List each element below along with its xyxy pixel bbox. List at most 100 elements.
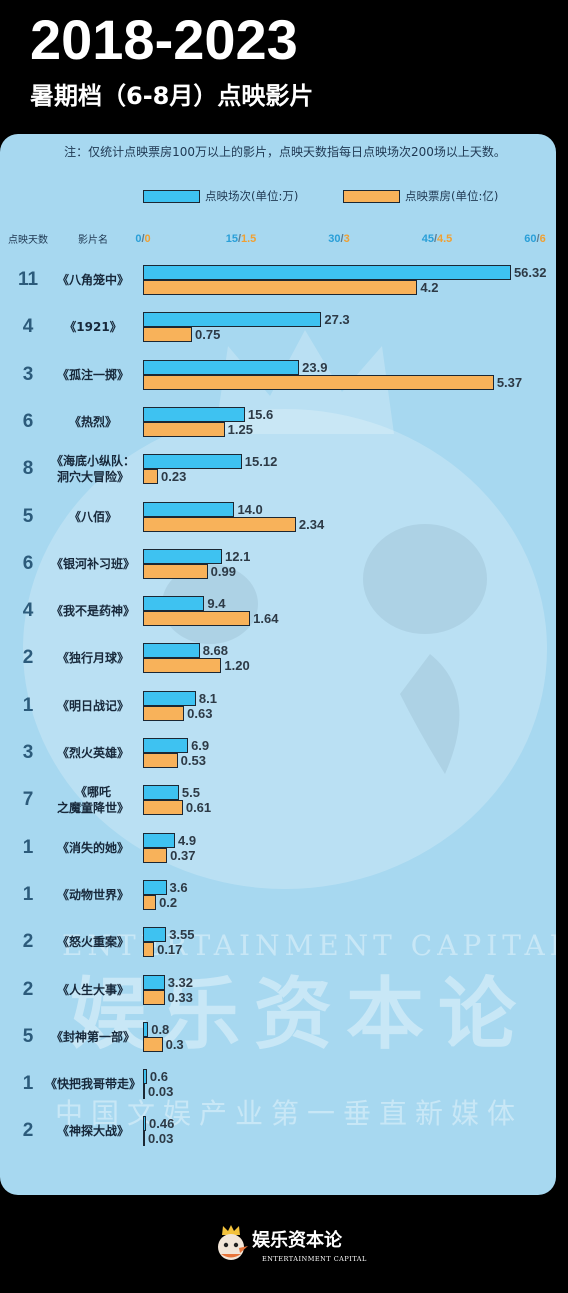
boxoffice-bar [143,753,178,768]
page-subtitle: 暑期档（6-8月）点映影片 [30,82,314,110]
boxoffice-value-label: 0.75 [195,327,221,343]
days-label: 5 [22,505,34,527]
chart-row: 2 《人生大事》 3.32 0.33 [0,966,556,1014]
boxoffice-value-label: 1.20 [224,658,250,674]
screenings-bar [143,359,300,375]
boxoffice-bar [143,989,165,1005]
screenings-value-label: 4.9 [178,832,197,848]
page-title: 2018-2023 [30,8,298,71]
days-label: 6 [22,552,34,574]
days-label: 5 [22,1025,34,1047]
screenings-bar [143,1069,147,1085]
boxoffice-value-label: 0.3 [165,1036,184,1052]
screenings-value-label: 9.4 [207,596,226,612]
chart-panel: ENTERTAINMENT CAPITAL 娱乐资本论 中国文娱产业第一垂直新媒… [0,134,556,1195]
boxoffice-value-label: 4.2 [420,280,439,295]
chart-row: 6 《银河补习班》 12.1 0.99 [0,540,556,588]
film-name-label: 《动物世界》 [56,887,129,902]
film-name-label: 《银河补习班》 [50,556,135,571]
days-label: 8 [22,458,34,480]
film-name-label: 《怒火重案》 [56,935,129,950]
boxoffice-bar [143,847,168,863]
screenings-value-label: 56.32 [513,265,547,280]
legend-swatch-screenings [143,190,200,203]
chart-row: 1 《明日战记》 8.1 0.63 [0,682,556,730]
chart-row: 11 《八角笼中》 56.32 4.2 [0,256,556,304]
film-name-label: 《哪吒 之魔童降世》 [56,785,129,816]
boxoffice-value-label: 0.2 [159,894,178,910]
days-label: 1 [22,1073,34,1095]
screenings-bar [143,832,175,848]
footer-logo-en: ENTERTAINMENT CAPITAL [262,1255,367,1263]
screenings-bar [143,596,205,612]
screenings-value-label: 5.5 [181,785,200,801]
days-label: 6 [22,410,34,432]
film-name-label: 《八佰》 [68,509,117,524]
screenings-bar [143,1021,149,1037]
screenings-bar [143,643,200,659]
screenings-value-label: 8.1 [198,690,217,706]
screenings-bar [143,974,165,990]
chart-note: 注：仅统计点映票房100万以上的影片，点映天数指每日点映场次200场以上天数。 [64,145,506,159]
film-name-label: 《消失的她》 [56,840,129,855]
chart-row: 6 《热烈》 15.6 1.25 [0,398,556,446]
boxoffice-value-label: 0.03 [148,1131,174,1147]
days-label: 2 [22,978,34,1000]
boxoffice-bar [143,800,183,816]
boxoffice-value-label: 1.25 [227,421,253,437]
days-label: 2 [22,647,34,669]
x-tick-boxoffice: 6 [539,233,546,245]
boxoffice-value-label: 0.37 [170,847,196,863]
x-tick-boxoffice: 4.5 [437,233,453,245]
screenings-value-label: 0.6 [149,1069,168,1085]
screenings-value-label: 14.0 [237,501,263,517]
chart-row: 4 《我不是药神》 9.4 1.64 [0,587,556,635]
x-tick-label: 15/1.5 [226,232,257,247]
days-label: 11 [17,269,39,290]
screenings-value-label: 3.32 [167,974,193,990]
x-tick-screenings: 30 [328,233,341,245]
screenings-value-label: 15.6 [247,406,274,422]
boxoffice-value-label: 5.37 [496,374,523,390]
boxoffice-value-label: 2.34 [298,516,325,532]
days-label: 4 [22,600,34,622]
chart-row: 4 《1921》 27.3 0.75 [0,303,556,351]
x-tick-screenings: 60 [524,233,537,245]
x-tick-boxoffice: 3 [343,233,350,245]
chart-row: 1 《消失的她》 4.9 0.37 [0,824,556,872]
chart-row: 2 《独行月球》 8.68 1.20 [0,634,556,682]
boxoffice-bar [143,1084,145,1100]
screenings-value-label: 6.9 [191,738,210,753]
x-tick-separator: / [141,233,145,245]
chart-row: 5 《封神第一部》 0.8 0.3 [0,1013,556,1061]
boxoffice-value-label: 0.33 [167,989,193,1005]
boxoffice-bar [143,516,296,532]
days-label: 2 [22,1120,34,1142]
boxoffice-bar [143,421,225,437]
boxoffice-bar [143,374,494,390]
boxoffice-value-label: 0.61 [185,800,212,816]
boxoffice-bar [143,942,155,958]
film-name-label: 《烈火英雄》 [56,746,129,760]
header-days: 点映天数 [8,235,48,246]
x-tick-screenings: 0 [135,233,142,245]
x-tick-separator: / [433,233,438,245]
film-name-label: 《独行月球》 [56,651,129,666]
screenings-value-label: 12.1 [225,548,251,564]
x-tick-screenings: 45 [421,233,434,245]
screenings-bar [143,312,322,328]
chart-row: 1 《快把我哥带走》 0.6 0.03 [0,1060,556,1108]
days-label: 1 [22,836,34,858]
days-label: 3 [22,742,34,763]
chart-row: 8 《海底小纵队： 洞穴大冒险》 15.12 0.23 [0,445,556,493]
x-tick-separator: / [237,233,242,245]
screenings-bar [143,454,242,470]
boxoffice-value-label: 0.17 [157,942,183,958]
x-tick-separator: / [340,233,344,245]
days-label: 7 [22,789,34,811]
chart-row: 2 《怒火重案》 3.55 0.17 [0,918,556,966]
boxoffice-bar [143,280,418,295]
boxoffice-bar [143,705,185,721]
header-film: 影片名 [78,235,108,246]
screenings-bar [143,548,223,564]
